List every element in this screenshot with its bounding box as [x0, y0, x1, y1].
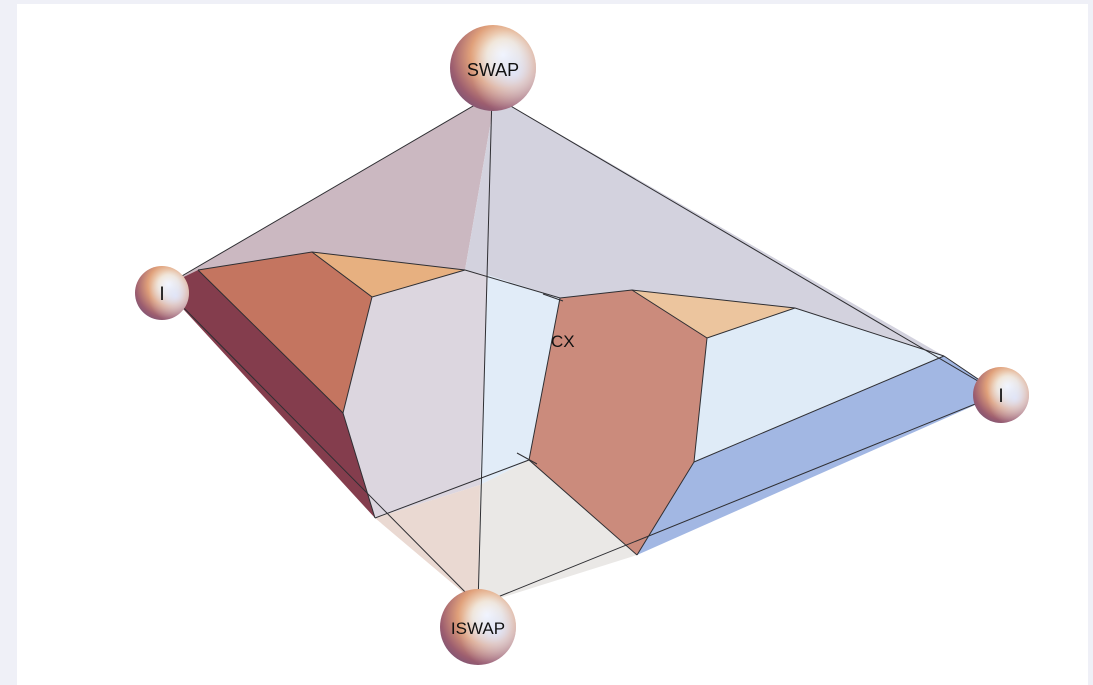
center-band [480, 275, 560, 485]
polytope-canvas[interactable]: CX SWAP I I ISWAP [17, 4, 1088, 685]
vertex-iswap[interactable]: ISWAP [440, 589, 516, 665]
left-region-top [198, 252, 372, 413]
middle-band [343, 270, 488, 518]
cx-label: CX [551, 332, 575, 351]
face-bottom-mid [478, 460, 637, 605]
right-region-cap [632, 290, 795, 338]
vertex-swap[interactable]: SWAP [450, 25, 536, 111]
right-wall [637, 356, 1000, 555]
right-light-region [694, 308, 944, 462]
right-region [529, 290, 707, 555]
vertex-swap-label: SWAP [467, 60, 519, 80]
vertex-iswap-label: ISWAP [451, 619, 505, 638]
vertex-right-identity[interactable]: I [973, 367, 1029, 423]
face-bottom-left [375, 485, 480, 605]
vertex-left-identity[interactable]: I [135, 266, 189, 320]
vertex-left-label: I [159, 284, 164, 305]
vertex-right-label: I [998, 386, 1003, 407]
left-region-cap [312, 252, 465, 297]
